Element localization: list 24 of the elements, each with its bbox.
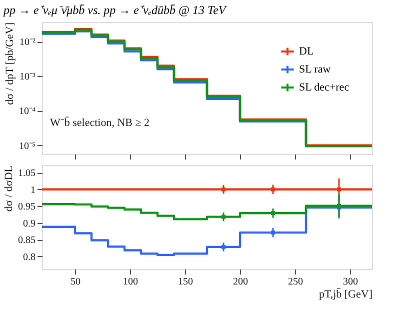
legend-label: DL	[299, 46, 314, 58]
legend-label: SL raw	[299, 64, 331, 76]
x-tick-label: 150	[178, 276, 193, 288]
y-tick-label: 10⁻⁵	[19, 140, 36, 152]
x-tick-label: 200	[233, 276, 248, 288]
y-tick-label: 1	[30, 184, 36, 196]
annotation: W⁻b̄ selection, NB ≥ 2	[50, 116, 150, 129]
y-tick-label: 0.9	[23, 218, 36, 230]
y-tick-label: 10⁻³	[20, 72, 36, 83]
x-tick-label: 50	[70, 276, 80, 288]
y-tick-label: 10⁻²	[20, 37, 36, 48]
y-tick-label: 0.95	[18, 202, 36, 213]
y-axis-title: dσ / dσDL	[3, 165, 15, 212]
y-tick-label: 10⁻⁴	[19, 106, 36, 118]
y-tick-label: 0.8	[23, 252, 36, 263]
x-tick-label: 100	[123, 276, 138, 288]
y-axis-title: dσ / dpT [pb/GeV]	[4, 22, 16, 105]
chart-title: pp → e⁺νₑμ⁻ν̄μbb̄ vs. pp → e⁺νₑdūbb̄ @ 13 TeV	[2, 3, 228, 17]
x-tick-label: 300	[343, 276, 358, 288]
y-tick-label: 1.05	[18, 168, 36, 180]
y-tick-label: 0.85	[18, 235, 36, 246]
legend-label: SL dec+rec	[299, 82, 350, 94]
x-tick-label: 250	[288, 276, 303, 288]
x-axis-title: pT,jb̄ [GeV]	[318, 288, 372, 300]
